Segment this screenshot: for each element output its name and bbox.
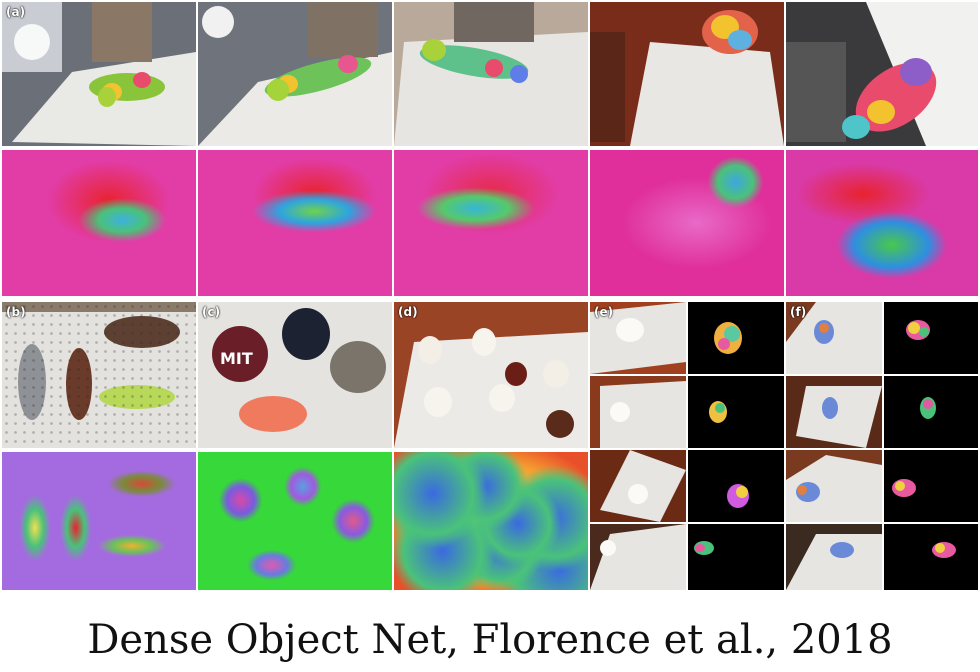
svg-text:MIT: MIT <box>220 349 253 368</box>
photo-toy-f-4 <box>786 524 882 590</box>
mask-toy-e-1 <box>688 302 784 374</box>
photo-caterpillar-2 <box>198 2 392 146</box>
descriptor-caterpillar-5 <box>786 150 978 296</box>
mask-toy-e-2 <box>688 376 784 448</box>
mask-toy-f-1 <box>884 302 978 374</box>
panel-label-e: (e) <box>594 305 614 319</box>
figure-caption: Dense Object Net, Florence et al., 2018 <box>87 617 893 663</box>
descriptor-caterpillar-3 <box>394 150 588 296</box>
photo-toy-f-3 <box>786 450 882 522</box>
photo-hats: MIT (c) <box>198 302 392 448</box>
panel-label-d: (d) <box>398 305 418 319</box>
mask-toy-f-4 <box>884 524 978 590</box>
photo-shoes: (b) <box>2 302 196 448</box>
photo-caterpillar-3 <box>394 2 588 146</box>
pegboard-pattern <box>2 302 196 448</box>
descriptor-caterpillar-2 <box>198 150 392 296</box>
descriptor-hats <box>198 452 392 590</box>
photo-caterpillar-1: (a) <box>2 2 196 146</box>
photo-toy-e-1: (e) <box>590 302 686 374</box>
descriptor-caterpillar-1 <box>2 150 196 296</box>
photo-mugs: (d) <box>394 302 588 448</box>
photo-toy-f-2 <box>786 376 882 448</box>
photo-toy-f-1: (f) <box>786 302 882 374</box>
descriptor-caterpillar-4 <box>590 150 784 296</box>
photo-toy-e-3 <box>590 450 686 522</box>
panel-label-a: (a) <box>6 5 26 19</box>
panel-label-c: (c) <box>202 305 221 319</box>
panel-label-b: (b) <box>6 305 26 319</box>
panel-label-f: (f) <box>790 305 807 319</box>
photo-caterpillar-5 <box>786 2 978 146</box>
mask-toy-e-3 <box>688 450 784 522</box>
descriptor-shoes <box>2 452 196 590</box>
mask-toy-f-3 <box>884 450 978 522</box>
mask-toy-e-4 <box>688 524 784 590</box>
photo-caterpillar-4 <box>590 2 784 146</box>
descriptor-mugs <box>394 452 588 590</box>
photo-toy-e-4 <box>590 524 686 590</box>
mask-toy-f-2 <box>884 376 978 448</box>
photo-toy-e-2 <box>590 376 686 448</box>
